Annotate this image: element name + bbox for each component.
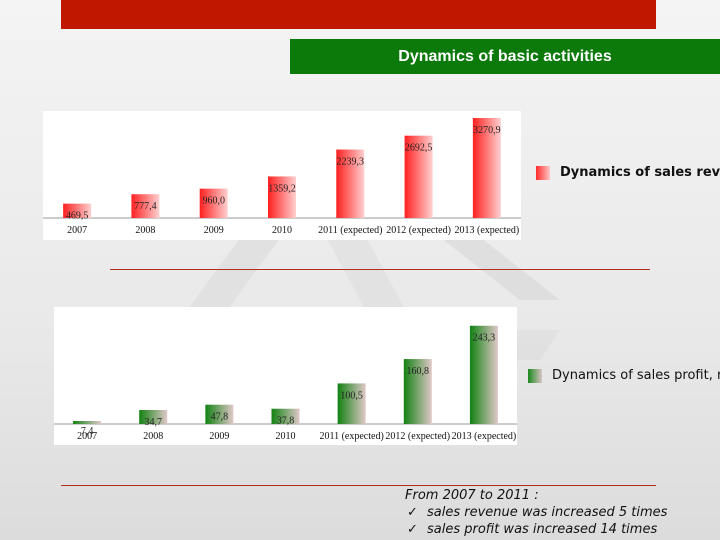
x-tick-label: 2008	[135, 225, 155, 236]
data-label: 2692,5	[405, 143, 433, 154]
bar	[403, 359, 432, 424]
revenue-legend-swatch	[536, 165, 550, 180]
bar	[271, 408, 300, 424]
bar	[268, 176, 296, 218]
check-icon: ✓	[407, 522, 418, 537]
x-tick-label: 2009	[204, 225, 224, 236]
profit-legend-swatch	[528, 368, 542, 383]
revenue-legend-label: Dynamics of sales reven	[560, 165, 720, 180]
x-tick-label: 2007	[67, 225, 87, 236]
revenue-legend: Dynamics of sales reven	[536, 165, 720, 180]
summary-block: From 2007 to 2011 : ✓ sales revenue was …	[405, 487, 720, 538]
top-accent-bar	[61, 0, 656, 29]
data-label: 777,4	[134, 201, 157, 212]
bar	[336, 149, 365, 218]
revenue-chart: 469,5 2007 777,4 2008 960,0 2009 1359,2 2010 223…	[43, 111, 521, 240]
x-tick-label: 2011 (expected)	[319, 431, 383, 442]
data-label: 100,5	[340, 390, 363, 401]
page-title: Dynamics of basic activities	[290, 39, 720, 74]
data-label: 469,5	[66, 211, 89, 222]
data-label: 2239,3	[337, 157, 365, 168]
x-tick-label: 2010	[272, 225, 292, 236]
bar	[469, 325, 498, 424]
x-tick-label: 2011 (expected)	[318, 225, 382, 236]
bar	[63, 203, 92, 218]
summary-item: ✓ sales profit was increased 14 times	[405, 521, 720, 538]
x-tick-label: 2009	[209, 431, 229, 442]
x-tick-label: 2007	[77, 431, 97, 442]
revenue-chart-svg: 469,5 2007 777,4 2008 960,0 2009 1359,2 2010 223…	[43, 118, 521, 236]
divider-line-2	[61, 485, 656, 486]
data-label: 1359,2	[268, 183, 296, 194]
x-tick-label: 2013 (expected)	[455, 225, 520, 236]
data-label: 37,8	[277, 416, 295, 427]
bar	[337, 383, 366, 424]
bar	[404, 135, 433, 218]
data-label: 160,8	[407, 366, 430, 377]
check-icon: ✓	[407, 505, 418, 520]
summary-item-text: sales profit was increased 14 times	[427, 522, 658, 537]
summary-item: ✓ sales revenue was increased 5 times	[405, 504, 720, 521]
summary-item-text: sales revenue was increased 5 times	[427, 505, 668, 520]
x-tick-label: 2008	[143, 431, 163, 442]
profit-legend: Dynamics of sales profit, r	[528, 368, 720, 383]
x-tick-label: 2013 (expected)	[452, 431, 517, 442]
data-label: 34,7	[144, 417, 162, 428]
profit-legend-label: Dynamics of sales profit, r	[552, 368, 720, 383]
bar	[472, 118, 501, 218]
bar	[205, 404, 234, 424]
x-tick-label: 2012 (expected)	[386, 225, 451, 236]
data-label: 3270,9	[473, 125, 501, 136]
data-label: 243,3	[473, 333, 496, 344]
data-label: 7,4	[81, 426, 94, 437]
profit-chart: 7,4 2007 34,7 2008 47,8 2009 37,8 2010 100,5 2011…	[54, 307, 517, 445]
x-tick-label: 2010	[276, 431, 296, 442]
bar	[73, 421, 102, 424]
bar	[131, 194, 160, 218]
data-label: 960,0	[202, 196, 225, 207]
divider-line-1	[110, 269, 650, 270]
bar	[139, 409, 168, 424]
x-tick-label: 2012 (expected)	[385, 431, 450, 442]
summary-heading: From 2007 to 2011 :	[405, 488, 539, 503]
bar	[199, 188, 228, 218]
data-label: 47,8	[211, 412, 229, 423]
